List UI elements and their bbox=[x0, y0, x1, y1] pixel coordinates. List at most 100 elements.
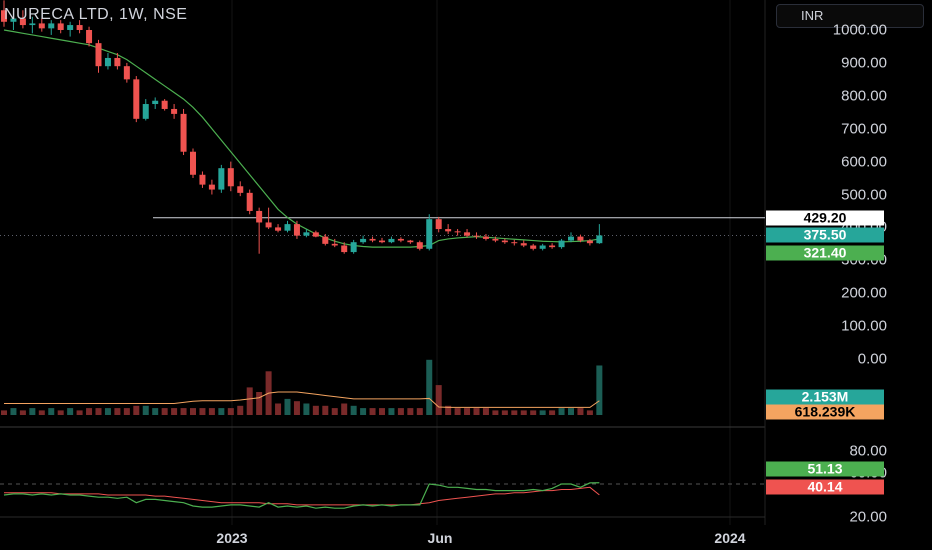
candle-body bbox=[350, 242, 357, 253]
volume-bar bbox=[331, 408, 338, 415]
candle-body bbox=[284, 224, 291, 231]
rsi-axis-tick: 20.00 bbox=[849, 508, 887, 526]
candle-body bbox=[256, 210, 263, 223]
volume-bar bbox=[312, 405, 319, 415]
volume-bar bbox=[360, 408, 367, 415]
volume-bar bbox=[416, 408, 423, 415]
candle-body bbox=[303, 232, 310, 236]
candle-body bbox=[473, 235, 480, 237]
volume-bar bbox=[218, 408, 225, 415]
volume-bar bbox=[492, 410, 499, 415]
candle-body bbox=[123, 66, 130, 80]
candle-body bbox=[407, 240, 414, 243]
volume-bar bbox=[86, 408, 93, 415]
currency-selector[interactable]: INR bbox=[776, 4, 924, 28]
candle-body bbox=[152, 100, 159, 105]
volume-bar bbox=[171, 408, 178, 415]
price-axis-tick: 600.00 bbox=[841, 153, 887, 171]
volume-bar bbox=[407, 408, 414, 415]
volume-bar bbox=[388, 408, 395, 415]
candle-body bbox=[1, 10, 7, 22]
candle-body bbox=[275, 227, 282, 231]
candle-body bbox=[38, 23, 45, 29]
candle-body bbox=[57, 23, 64, 30]
price-axis-tick: 500.00 bbox=[841, 186, 887, 203]
candle-body bbox=[568, 236, 574, 241]
volume-bar bbox=[341, 403, 348, 415]
volume-bar bbox=[445, 405, 452, 415]
volume-bar bbox=[95, 408, 102, 415]
candle-body bbox=[331, 243, 338, 246]
rsi-line bbox=[3, 482, 600, 509]
volume-bar bbox=[190, 408, 196, 415]
price-axis-tick: 900.00 bbox=[841, 54, 887, 72]
ma-value-tag: 321.40 bbox=[766, 245, 884, 261]
candle-body bbox=[208, 184, 215, 190]
price-axis-tick: 200.00 bbox=[841, 284, 887, 302]
volume-bar bbox=[180, 408, 187, 415]
volume-bar bbox=[256, 392, 263, 415]
volume-bar bbox=[48, 408, 55, 415]
volume-bar bbox=[482, 408, 489, 415]
volume-bar bbox=[435, 385, 442, 415]
volume-bar bbox=[76, 410, 83, 415]
candle-body bbox=[86, 30, 93, 44]
time-axis-label: Jun bbox=[427, 530, 453, 546]
candle-body bbox=[293, 224, 300, 236]
candle-body bbox=[161, 100, 168, 109]
price-axis-tick: 800.00 bbox=[841, 87, 887, 105]
candle-body bbox=[246, 192, 253, 211]
candle-body bbox=[237, 186, 244, 193]
volume-bar bbox=[237, 405, 244, 415]
volume-bar bbox=[303, 403, 310, 415]
volume-bar bbox=[284, 398, 291, 415]
candle-body bbox=[10, 18, 17, 22]
volume-bar bbox=[133, 405, 140, 415]
candle-body bbox=[596, 235, 603, 244]
volume-bar bbox=[208, 408, 215, 415]
candle-body bbox=[511, 242, 518, 244]
candle-body bbox=[549, 245, 556, 248]
volume-ma-tag: 618.239K bbox=[766, 404, 884, 420]
volume-bar bbox=[397, 408, 404, 415]
candle-body bbox=[265, 222, 272, 228]
candle-body bbox=[539, 245, 546, 249]
volume-bar bbox=[57, 410, 64, 415]
volume-bar bbox=[558, 408, 565, 415]
volume-bar bbox=[29, 408, 36, 415]
candle-body bbox=[360, 238, 367, 243]
volume-bar bbox=[293, 401, 300, 415]
candle-body bbox=[369, 238, 376, 241]
volume-bar bbox=[104, 408, 111, 415]
volume-bar bbox=[114, 408, 121, 415]
volume-bar bbox=[38, 410, 45, 415]
price-axis-tick: 1000.00 bbox=[832, 21, 887, 39]
volume-bar bbox=[199, 408, 206, 415]
candle-body bbox=[133, 79, 140, 119]
volume-bar bbox=[568, 408, 574, 415]
rsi-value-tag: 51.13 bbox=[766, 461, 884, 477]
candle-body bbox=[312, 232, 319, 237]
volume-bar bbox=[530, 410, 537, 415]
candle-body bbox=[520, 243, 527, 246]
volume-bar bbox=[501, 410, 508, 415]
candle-body bbox=[445, 229, 452, 232]
volume-bar bbox=[473, 408, 480, 415]
rsi-axis-tick: 80.00 bbox=[849, 442, 887, 460]
symbol-title[interactable]: NURECA LTD, 1W, NSE bbox=[4, 6, 188, 23]
volume-bar bbox=[596, 365, 603, 415]
candle-body bbox=[104, 57, 111, 67]
candle-body bbox=[397, 238, 404, 241]
rsi-ma-tag: 40.14 bbox=[766, 479, 884, 495]
volume-bar bbox=[142, 405, 149, 415]
candle-body bbox=[341, 245, 348, 253]
candle-body bbox=[558, 240, 565, 248]
candle-body bbox=[501, 240, 508, 243]
candle-body bbox=[492, 238, 499, 241]
candle-body bbox=[218, 168, 225, 190]
candle-body bbox=[227, 168, 234, 187]
volume-bar bbox=[246, 387, 253, 415]
candle-body bbox=[95, 43, 102, 67]
candle-body bbox=[426, 219, 433, 249]
